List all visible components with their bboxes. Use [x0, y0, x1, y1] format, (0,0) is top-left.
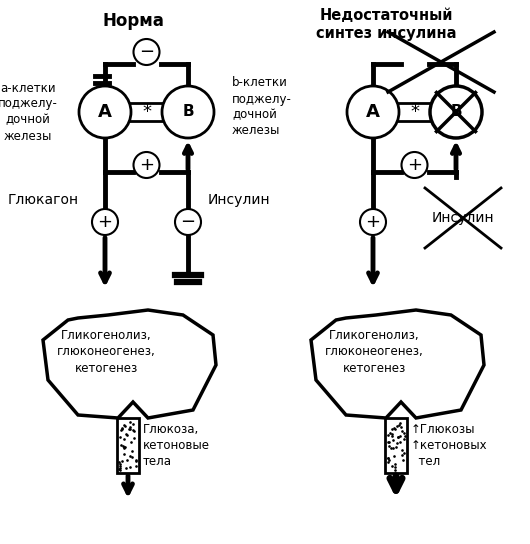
Text: *: *	[410, 103, 419, 121]
Circle shape	[134, 39, 160, 65]
Text: В: В	[450, 104, 462, 120]
Polygon shape	[311, 310, 484, 418]
Circle shape	[134, 152, 160, 178]
Circle shape	[92, 209, 118, 235]
Circle shape	[175, 209, 201, 235]
Circle shape	[162, 86, 214, 138]
Text: Гликогенолиз,
глюконеогенез,
кетогенез: Гликогенолиз, глюконеогенез, кетогенез	[57, 330, 155, 374]
Text: Недостаточный
синтез инсулина: Недостаточный синтез инсулина	[316, 8, 456, 41]
Circle shape	[360, 209, 386, 235]
Text: В: В	[182, 104, 194, 120]
Circle shape	[402, 152, 428, 178]
Text: b-клетки
поджелу-
дочной
железы: b-клетки поджелу- дочной железы	[232, 77, 292, 138]
Text: −: −	[139, 43, 154, 61]
Text: *: *	[142, 103, 151, 121]
FancyBboxPatch shape	[397, 103, 432, 121]
Text: Инсулин: Инсулин	[208, 193, 271, 207]
Text: +: +	[407, 156, 422, 174]
Text: Глюкоза,
кетоновые
тела: Глюкоза, кетоновые тела	[143, 423, 210, 468]
Circle shape	[347, 86, 399, 138]
Text: А: А	[98, 103, 112, 121]
Text: +: +	[98, 213, 112, 231]
Text: а-клетки
поджелу-
дочной
железы: а-клетки поджелу- дочной железы	[0, 82, 58, 143]
Text: +: +	[366, 213, 381, 231]
Text: −: −	[180, 213, 196, 231]
Text: Норма: Норма	[102, 12, 164, 30]
Text: Глюкагон: Глюкагон	[8, 193, 79, 207]
Circle shape	[79, 86, 131, 138]
FancyBboxPatch shape	[129, 103, 164, 121]
Bar	[385, 418, 407, 473]
Bar	[117, 418, 139, 473]
Text: +: +	[139, 156, 154, 174]
Text: ↑Глюкозы
↑кетоновых
  тел: ↑Глюкозы ↑кетоновых тел	[411, 423, 488, 468]
Circle shape	[430, 86, 482, 138]
Polygon shape	[43, 310, 216, 418]
Text: Гликогенолиз,
глюконеогенез,
кетогенез: Гликогенолиз, глюконеогенез, кетогенез	[324, 330, 423, 374]
Text: А: А	[366, 103, 380, 121]
Text: Инсулин: Инсулин	[432, 211, 494, 225]
